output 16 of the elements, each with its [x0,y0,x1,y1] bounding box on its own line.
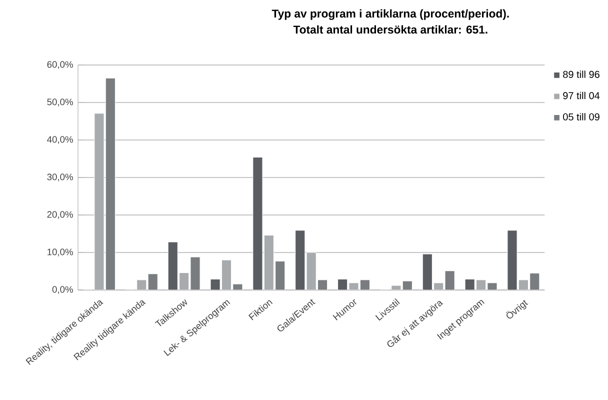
bar [168,242,178,290]
y-tick-label: 20,0% [47,211,73,219]
y-tick-label: 40,0% [47,136,73,144]
y-tick-label: 0,0% [52,286,73,294]
bar [252,156,263,290]
y-tick-label: 30,0% [47,174,73,182]
y-tick-label: 50,0% [47,98,73,106]
legend-label: 05 till 09 [563,113,600,120]
legend-label: 89 till 96 [563,70,600,78]
chart-subtitle: Totalt antal undersökta artiklar: 651. [293,25,488,34]
legend-label: 97 till 04 [563,92,600,100]
bar [422,254,432,290]
chart-title: Typ av program i artiklarna (procent/period). [272,9,509,20]
y-tick-label: 10,0% [48,248,73,256]
bar [295,230,306,290]
y-tick-label: 60,0% [47,61,73,69]
